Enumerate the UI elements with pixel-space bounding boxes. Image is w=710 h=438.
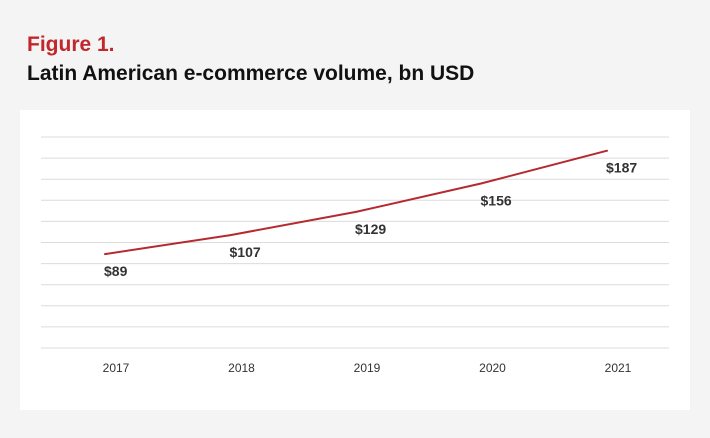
chart-panel: 2017 2018 2019 2020 2021 $89 $107 $129 $156 $187: [20, 110, 690, 410]
data-point: [229, 234, 232, 237]
x-tick-label: 2020: [479, 361, 506, 375]
series-line: [104, 149, 608, 256]
data-point: [480, 182, 483, 185]
x-axis-ticks: 2017 2018 2019 2020 2021: [103, 361, 632, 375]
chart-title: Latin American e-commerce volume, bn USD: [27, 62, 475, 85]
x-tick-label: 2018: [228, 361, 255, 375]
data-label: $89: [104, 263, 128, 279]
data-label: $129: [355, 221, 386, 237]
data-point: [606, 149, 608, 152]
data-label: $107: [230, 244, 261, 260]
data-point: [104, 253, 106, 256]
x-tick-label: 2017: [103, 361, 130, 375]
data-label: $187: [606, 160, 637, 176]
x-tick-label: 2021: [605, 361, 632, 375]
data-point: [355, 210, 357, 213]
series-layer: [104, 149, 608, 256]
line-chart: 2017 2018 2019 2020 2021 $89 $107 $129 $156 $187: [41, 136, 669, 375]
x-tick-label: 2019: [354, 361, 381, 375]
figure-number: Figure 1.: [27, 33, 115, 56]
data-labels: $89 $107 $129 $156 $187: [104, 160, 637, 279]
gridlines: [41, 136, 669, 349]
data-label: $156: [481, 192, 512, 208]
